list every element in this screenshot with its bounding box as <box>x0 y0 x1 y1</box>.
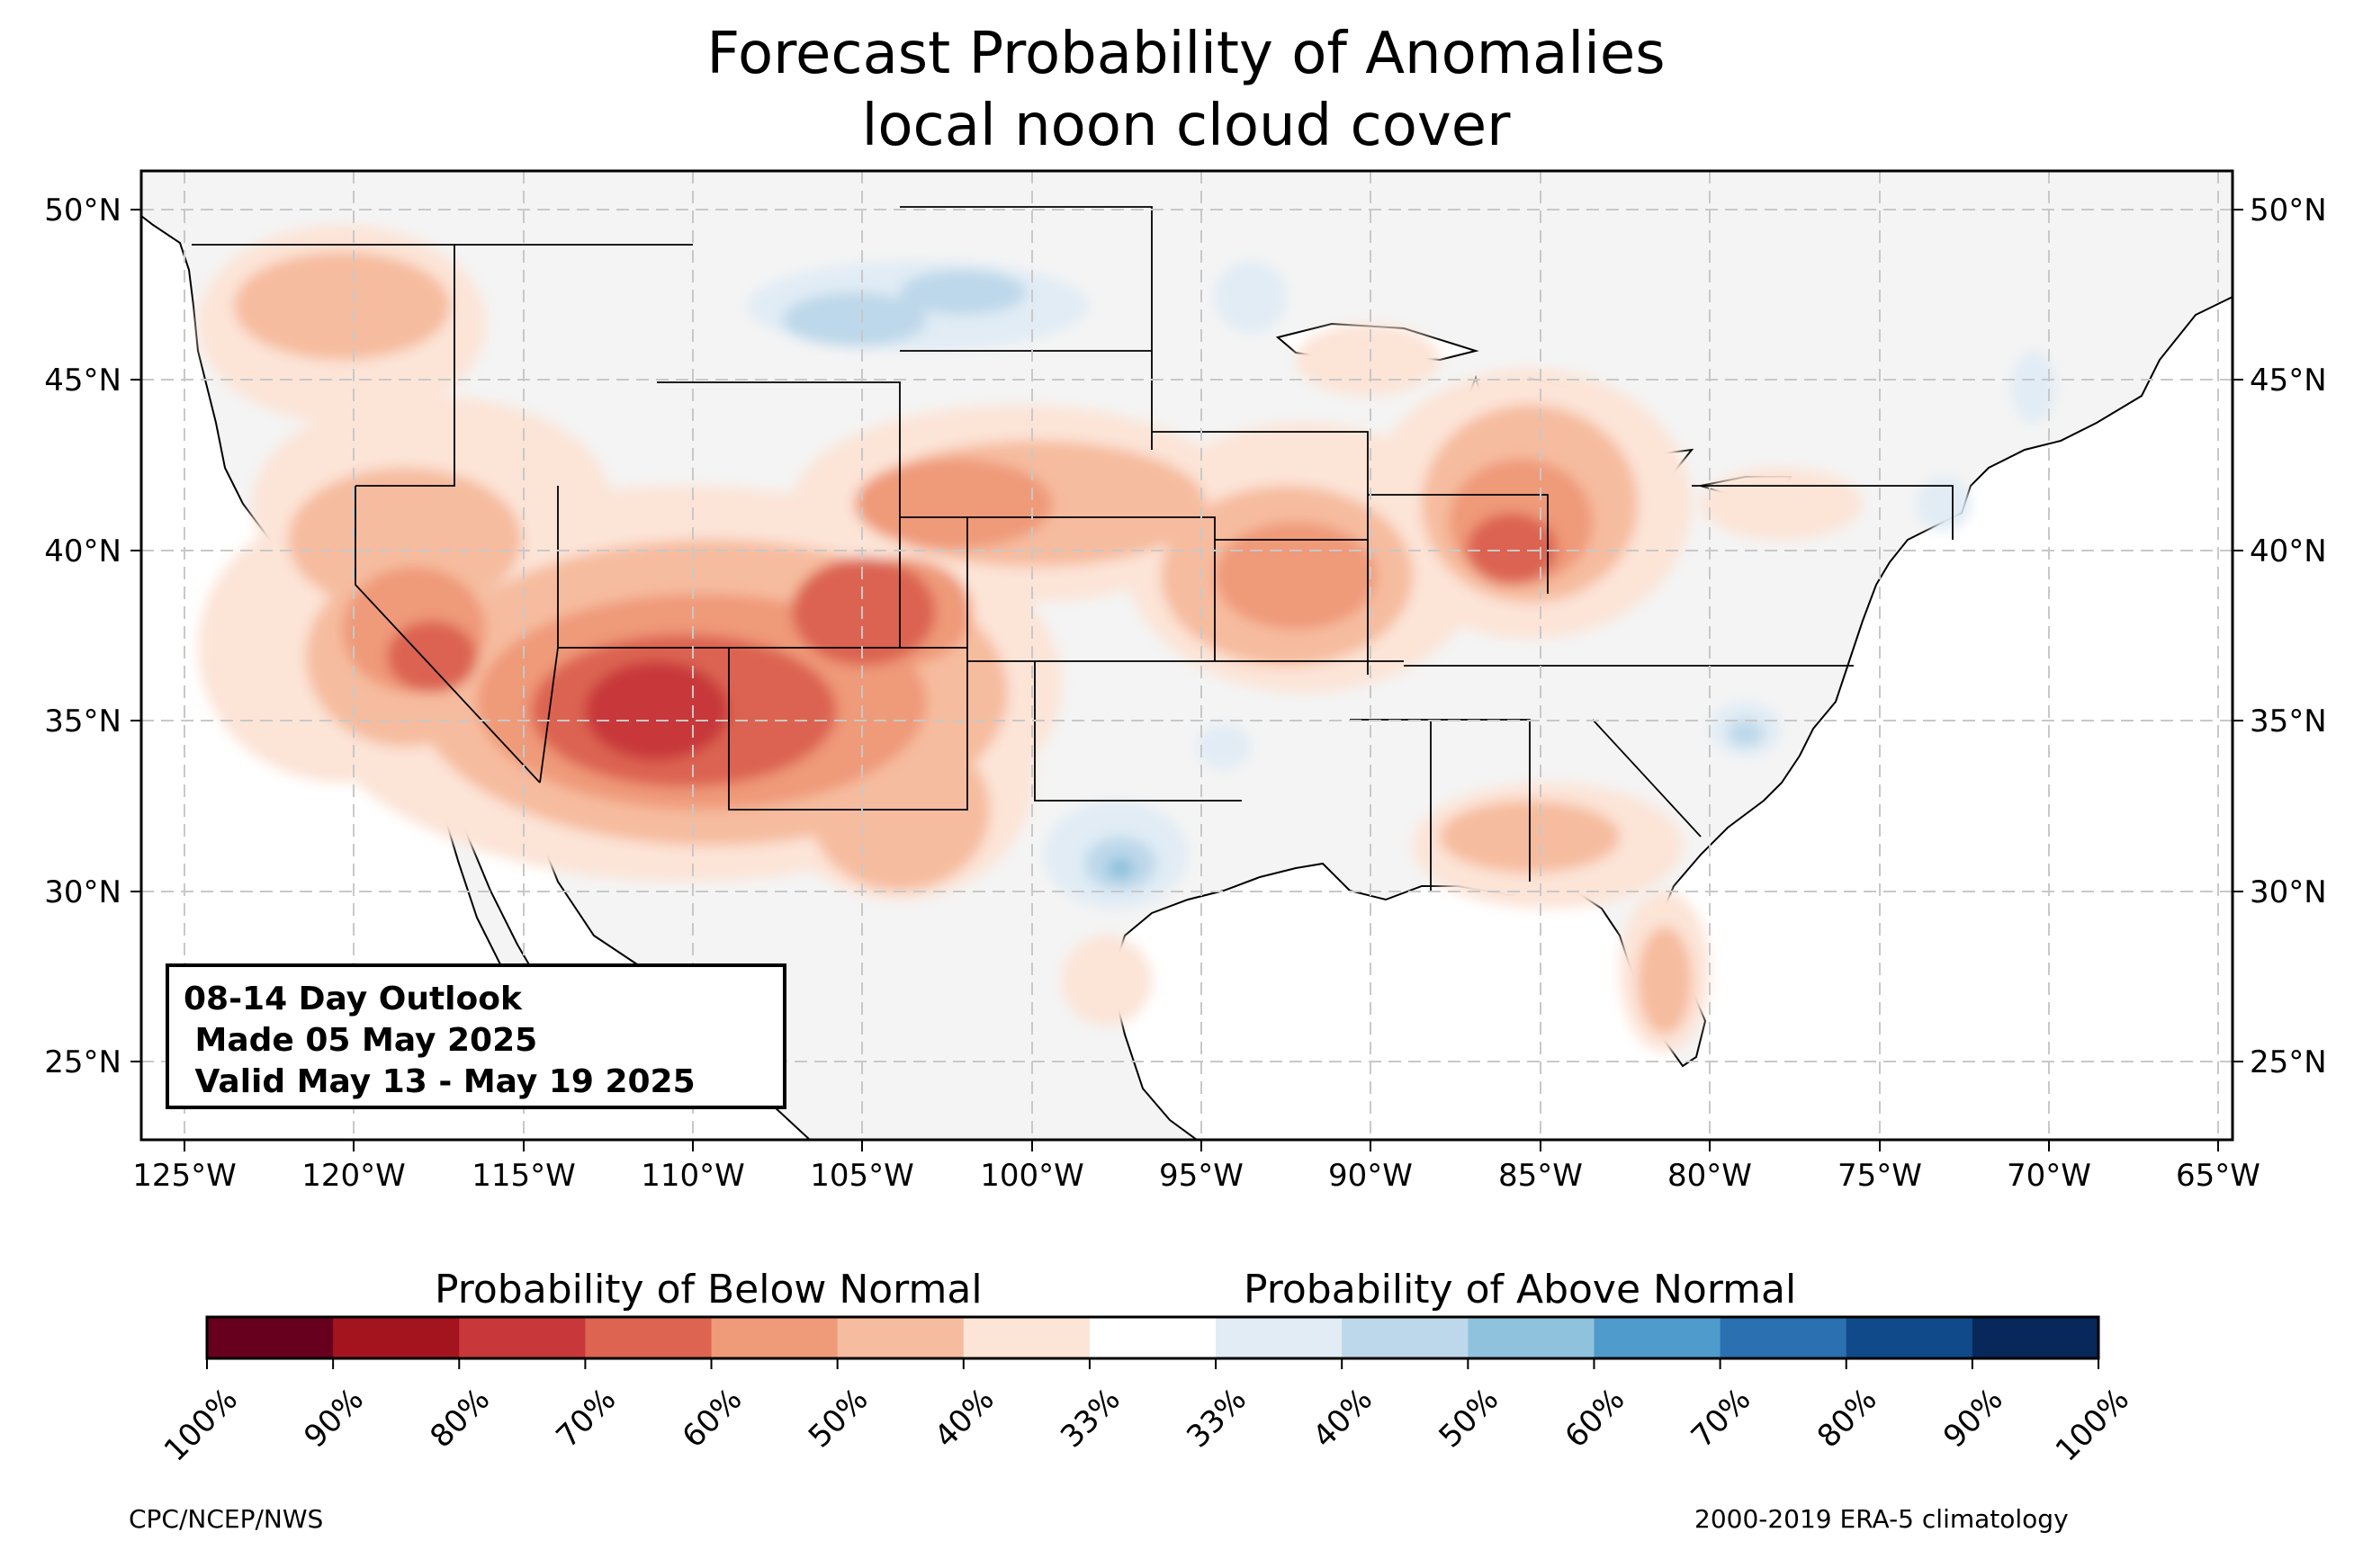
lon-tick-label: 75°W <box>1837 1158 1922 1194</box>
outlook-line-3: Valid May 13 - May 19 2025 <box>184 1063 696 1100</box>
lat-tick-label-left: 50°N <box>44 193 121 228</box>
colorbar-swatch <box>1342 1317 1469 1358</box>
lon-tick-label: 85°W <box>1498 1158 1583 1194</box>
state-boundaries <box>192 206 1954 891</box>
colorbar-tick-label: 90% <box>297 1382 371 1456</box>
lat-tick-label-left: 35°N <box>44 703 121 739</box>
outlook-line-2: Made 05 May 2025 <box>184 1022 538 1059</box>
colorbar-swatch <box>837 1317 965 1358</box>
colorbar-swatch <box>1468 1317 1595 1358</box>
colorbar-tick-label: 33% <box>1180 1382 1253 1456</box>
lat-tick-label-right: 45°N <box>2250 363 2327 399</box>
climatology-note: 2000-2019 ERA-5 climatology <box>1694 1504 2069 1534</box>
chart-title-line-2: local noon cloud cover <box>861 93 1511 159</box>
colorbar <box>207 1317 2099 1358</box>
chart-title-line-1: Forecast Probability of Anomalies <box>706 21 1666 87</box>
lon-tick-marks <box>184 1140 2219 1151</box>
lon-tick-label: 95°W <box>1159 1158 1244 1194</box>
below-normal-label: Probability of Below Normal <box>435 1267 983 1313</box>
colorbar-tick-label: 90% <box>1936 1382 2010 1456</box>
colorbar-tick-label: 70% <box>550 1382 624 1456</box>
colorbar-swatch <box>1089 1317 1217 1358</box>
colorbar-tick-label: 60% <box>676 1382 750 1456</box>
colorbar-swatch <box>1594 1317 1721 1358</box>
colorbar-tick-label: 100% <box>157 1382 245 1469</box>
colorbar-tick-label: 40% <box>928 1382 1002 1456</box>
lon-tick-label: 110°W <box>641 1158 745 1194</box>
lon-tick-label: 105°W <box>810 1158 914 1194</box>
colorbar-swatch <box>207 1317 334 1358</box>
colorbar-swatch <box>1972 1317 2099 1358</box>
colorbar-swatch <box>1846 1317 1973 1358</box>
lat-tick-label-right: 25°N <box>2250 1044 2327 1080</box>
lon-tick-label: 90°W <box>1328 1158 1413 1194</box>
lon-tick-label: 115°W <box>472 1158 576 1194</box>
lat-tick-label-left: 45°N <box>44 363 121 399</box>
lat-tick-marks <box>130 209 2243 1062</box>
lon-tick-label: 65°W <box>2176 1158 2260 1194</box>
colorbar-tick-label: 33% <box>1054 1382 1128 1456</box>
lon-tick-label: 125°W <box>132 1158 237 1194</box>
outlook-line-1: 08-14 Day Outlook <box>184 981 522 1017</box>
above-normal-contours <box>747 261 2056 909</box>
colorbar-swatch <box>585 1317 713 1358</box>
below-normal-contours <box>198 225 1863 1053</box>
gridlines <box>141 171 2233 1140</box>
lat-tick-label-left: 30°N <box>44 874 121 910</box>
lat-tick-label-right: 35°N <box>2250 703 2327 739</box>
colorbar-tick-label: 60% <box>1559 1382 1632 1456</box>
colorbar-tick-label: 50% <box>802 1382 876 1456</box>
colorbar-swatch <box>963 1317 1091 1358</box>
colorbar-swatch <box>711 1317 839 1358</box>
colorbar-swatch <box>1720 1317 1847 1358</box>
lon-tick-label: 70°W <box>2007 1158 2091 1194</box>
colorbar-swatch <box>459 1317 586 1358</box>
lat-tick-label-right: 40°N <box>2250 533 2327 569</box>
lon-tick-label: 120°W <box>301 1158 406 1194</box>
colorbar-swatch <box>333 1317 460 1358</box>
colorbar-tick-label: 40% <box>1306 1382 1379 1456</box>
lon-tick-label: 80°W <box>1667 1158 1752 1194</box>
above-normal-label: Probability of Above Normal <box>1244 1267 1797 1313</box>
map-frame <box>139 169 2234 1142</box>
source-credit: CPC/NCEP/NWS <box>129 1504 324 1534</box>
colorbar-frame <box>205 1315 2100 1360</box>
colorbar-tick-label: 80% <box>423 1382 497 1456</box>
colorbar-swatch <box>1216 1317 1343 1358</box>
colorbar-tick-labels: 100% 90% 80% 70% 60% 50% 40% 33% 33% 40% 50% 60% 70%… <box>157 1358 2136 1469</box>
lon-tick-label: 100°W <box>980 1158 1084 1194</box>
lat-tick-label-left: 40°N <box>44 533 121 569</box>
lat-tick-label-left: 25°N <box>44 1044 121 1080</box>
lat-tick-label-right: 50°N <box>2250 193 2327 228</box>
outlook-info-box: 08-14 Day Outlook Made 05 May 2025 Valid… <box>166 963 786 1109</box>
lat-tick-label-right: 30°N <box>2250 874 2327 910</box>
colorbar-tick-label: 50% <box>1433 1382 1506 1456</box>
colorbar-tick-label: 100% <box>2049 1382 2136 1469</box>
colorbar-tick-label: 70% <box>1685 1382 1758 1456</box>
colorbar-tick-label: 80% <box>1810 1382 1884 1456</box>
